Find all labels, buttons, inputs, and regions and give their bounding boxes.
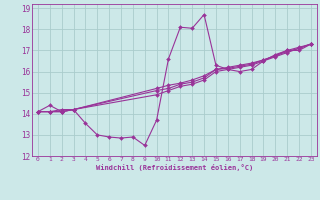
X-axis label: Windchill (Refroidissement éolien,°C): Windchill (Refroidissement éolien,°C) — [96, 164, 253, 171]
